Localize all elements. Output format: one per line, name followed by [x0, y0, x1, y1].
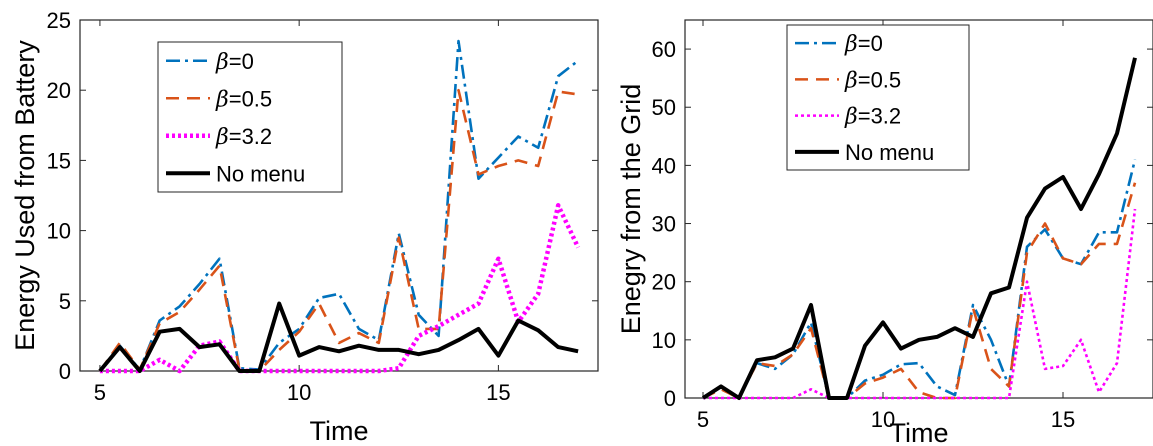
chart2-series-line-4 [701, 57, 1137, 400]
chart2-legend-label-1: β=0 [844, 31, 883, 57]
chart2-y-tick-label: 60 [652, 37, 676, 62]
chart1-y-tick-label: 0 [59, 359, 71, 384]
chart2-y-tick-label: 0 [664, 386, 676, 411]
chart1-legend-box [157, 41, 343, 193]
chart2-legend-label-4: No menu [845, 140, 934, 165]
chart2-x-tick-label: 10 [871, 407, 895, 432]
chart1-axes-box [79, 19, 599, 372]
chart1-series-line-1 [98, 39, 579, 372]
chart1-y-tick-label: 10 [47, 219, 71, 244]
chart2-legend-box [786, 24, 970, 171]
chart2-series-line-1 [702, 159, 1137, 400]
chart2-legend-label-3: β=3.2 [844, 104, 901, 130]
chart2-y-tick-label: 20 [652, 270, 676, 295]
chart1-x-tick-label: 10 [287, 380, 311, 405]
chart2-y-axis-label: Enegry from the Grid [616, 84, 646, 335]
chart1-series-line-2 [98, 88, 579, 373]
chart1-legend-label-2: β=0.5 [215, 86, 272, 112]
chart2-x-axis-label: Time [890, 418, 949, 446]
chart2-y-tick-label: 40 [652, 153, 676, 178]
chart2-legend: β=0 β=0.5 β=3.2 No menu [786, 24, 970, 171]
chart1-x-axis-label: Time [310, 416, 369, 446]
chart2-x-tick-label: 5 [697, 407, 709, 432]
chart2-y-tick-label: 50 [652, 95, 676, 120]
chart1-y-tick-label: 5 [59, 289, 71, 314]
chart1-y-tick-label: 20 [47, 78, 71, 103]
chart2-series-line-3 [703, 208, 1137, 400]
chart2-axes-box [684, 19, 1153, 399]
chart1-y-axis-label: Energy Used from Battery [10, 40, 40, 351]
chart1-series-line-4 [98, 301, 579, 373]
chart2-legend-label-2: β=0.5 [844, 67, 901, 93]
chart1-x-tick-label: 15 [486, 380, 510, 405]
chart1-legend-label-1: β=0 [215, 49, 254, 75]
chart1-legend: β=0 β=0.5 β=3.2 No menu [157, 41, 343, 193]
chart2-y-tick-label: 10 [652, 328, 676, 353]
chart2-x-tick-label: 15 [1051, 407, 1075, 432]
chart2-series-line-2 [702, 182, 1137, 400]
chart1-legend-label-4: No menu [216, 161, 305, 186]
chart1-y-tick-label: 15 [47, 148, 71, 173]
chart1-x-tick-label: 5 [94, 380, 106, 405]
chart1-y-tick-label: 25 [47, 8, 71, 33]
chart2-y-tick-label: 30 [652, 212, 676, 237]
chart2: 5 10 15 0 10 20 30 40 50 60 Time Enegry from the Gr… [616, 19, 1153, 446]
chart1-legend-label-3: β=3.2 [215, 124, 272, 150]
chart1-series-line-3 [99, 203, 581, 374]
